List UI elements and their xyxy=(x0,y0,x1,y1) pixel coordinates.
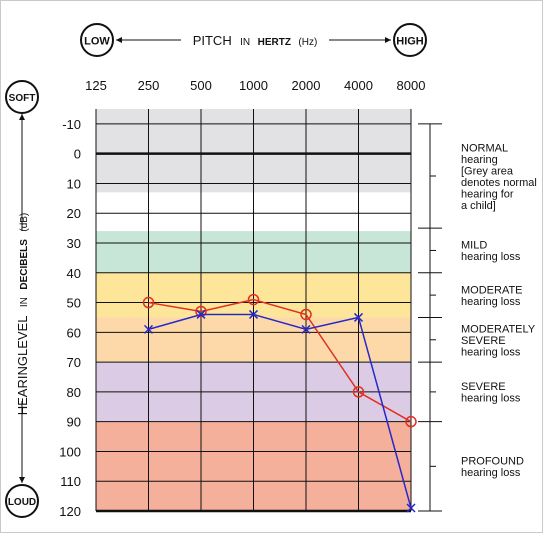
range-4-line-0: SEVERE xyxy=(461,381,506,393)
freq-label-4000: 4000 xyxy=(344,78,373,93)
freq-label-500: 500 xyxy=(190,78,212,93)
range-3-line-0: MODERATELY xyxy=(461,323,536,335)
range-4-line-1: hearing loss xyxy=(461,393,521,405)
range-5-line-1: hearing loss xyxy=(461,467,521,479)
range-0-line-3: denotes normal xyxy=(461,177,537,189)
series-0-point-1 xyxy=(195,305,207,318)
freq-label-250: 250 xyxy=(138,78,160,93)
db-label-110: 110 xyxy=(60,474,81,489)
series-1-point-1 xyxy=(196,309,206,319)
pitch-title: PITCH IN HERTZ (Hz) xyxy=(193,32,318,49)
series-0-point-0 xyxy=(142,296,155,309)
range-2-line-0: MODERATE xyxy=(461,284,523,296)
db-label-30: 30 xyxy=(67,236,81,251)
range-0-line-1: hearing xyxy=(461,154,498,166)
freq-label-8000: 8000 xyxy=(397,78,426,93)
series-0-point-2 xyxy=(247,293,260,306)
range-5-line-0: PROFOUND xyxy=(461,456,524,468)
range-3-line-1: SEVERE xyxy=(461,335,506,347)
series-0-line xyxy=(148,298,412,423)
chart-grid xyxy=(95,109,412,513)
decibel-tick-labels: -10 0 10 20 30 40 50 60 70 80 90 100 110 120 xyxy=(59,117,81,519)
freq-label-2000: 2000 xyxy=(292,78,321,93)
db-label-20: 20 xyxy=(67,206,81,221)
series-1-point-5 xyxy=(406,503,416,513)
series-1-point-0 xyxy=(143,324,154,334)
range-2-line-1: hearing loss xyxy=(461,296,521,308)
range-0-line-0: NORMAL xyxy=(461,142,508,154)
freq-label-1000: 1000 xyxy=(239,78,268,93)
series-1-line xyxy=(148,313,412,509)
db-label--10: -10 xyxy=(62,117,81,132)
db-label-100: 100 xyxy=(59,444,81,459)
range-1-line-0: MILD xyxy=(461,240,487,252)
series-1-point-2 xyxy=(248,309,259,319)
range-0-line-4: hearing for xyxy=(461,188,514,200)
db-label-40: 40 xyxy=(67,266,81,281)
series-0-point-5 xyxy=(405,415,417,428)
high-label: HIGH xyxy=(396,36,424,48)
range-0-line-2: [Grey area xyxy=(461,165,514,177)
series-1-point-4 xyxy=(353,312,364,322)
db-label-50: 50 xyxy=(67,296,81,311)
db-label-70: 70 xyxy=(67,355,81,370)
level-title: HEARINGLEVEL IN DECIBELS (dB) xyxy=(14,213,31,416)
db-label-0: 0 xyxy=(74,147,81,162)
db-label-10: 10 xyxy=(67,176,81,191)
range-3-line-2: hearing loss xyxy=(461,346,521,358)
low-label: LOW xyxy=(84,36,110,48)
db-label-80: 80 xyxy=(67,385,81,400)
level-side: SOFT HEARINGLEVEL IN DECIBELS (dB) LOUD xyxy=(5,80,39,518)
db-label-120: 120 xyxy=(59,504,81,519)
series-0-point-4 xyxy=(352,386,365,398)
freq-label-125: 125 xyxy=(85,78,107,93)
pitch-header: LOW PITCH IN HERTZ (Hz) HIGH xyxy=(80,23,427,57)
range-0-line-5: a child] xyxy=(461,200,496,212)
soft-label: SOFT xyxy=(9,93,36,104)
range-1-line-1: hearing loss xyxy=(461,251,521,263)
frequency-tick-labels: 125 250 500 1000 2000 4000 8000 xyxy=(85,78,425,93)
series-layer xyxy=(142,293,417,513)
series-0-point-3 xyxy=(300,308,312,321)
db-label-60: 60 xyxy=(67,325,81,340)
db-label-90: 90 xyxy=(67,415,81,430)
series-1-point-3 xyxy=(301,324,311,334)
loud-label: LOUD xyxy=(8,497,36,508)
